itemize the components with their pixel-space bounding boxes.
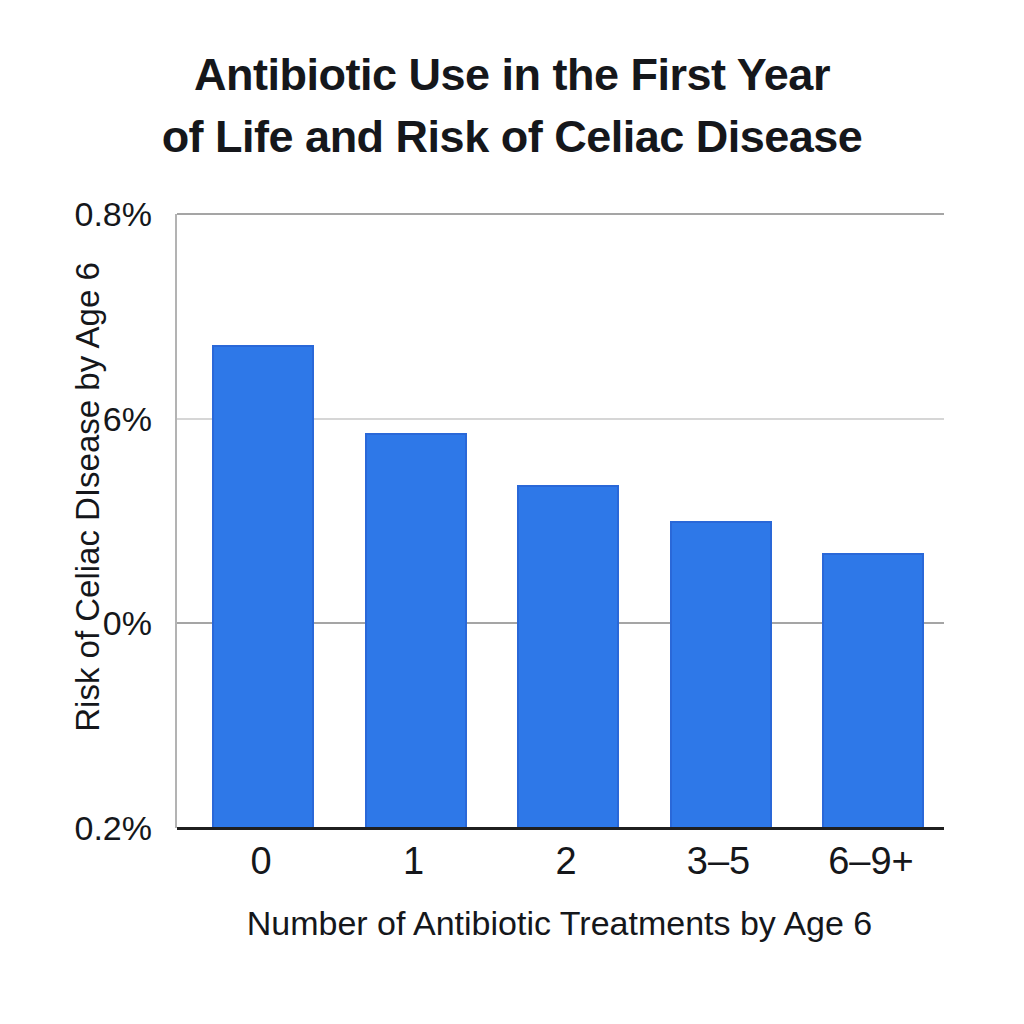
y-tick-label: 6% xyxy=(103,400,152,439)
x-tick-label: 6–9+ xyxy=(828,839,914,883)
bar-6–9+ xyxy=(822,553,924,828)
y-tick-label: 0% xyxy=(103,603,152,642)
bar-0 xyxy=(212,345,314,828)
chart-title-line-2: of Life and Risk of Celiac Disease xyxy=(0,106,1024,168)
y-tick-label: 0.8% xyxy=(75,195,153,234)
chart-title-line-1: Antibiotic Use in the First Year xyxy=(0,44,1024,106)
x-tick-label: 3–5 xyxy=(687,839,750,883)
x-axis-baseline xyxy=(177,827,944,830)
bar-3–5 xyxy=(670,521,772,828)
x-axis-title: Number of Antibiotic Treatments by Age 6 xyxy=(175,904,944,943)
gridline xyxy=(177,213,944,215)
bar-1 xyxy=(365,433,467,828)
x-tick-label: 0 xyxy=(250,839,271,883)
y-tick-label: 0.2% xyxy=(75,809,153,848)
x-tick-label: 2 xyxy=(555,839,576,883)
bar-2 xyxy=(517,485,619,828)
plot-area xyxy=(175,214,944,828)
chart-title: Antibiotic Use in the First Year of Life… xyxy=(0,44,1024,168)
y-tick-labels: 0.8%6%0%0.2% xyxy=(50,214,152,828)
x-tick-labels: 0 1 2 3–5 6–9+ xyxy=(175,839,944,885)
chart-figure: Antibiotic Use in the First Year of Life… xyxy=(0,0,1024,1024)
x-tick-label: 1 xyxy=(403,839,424,883)
